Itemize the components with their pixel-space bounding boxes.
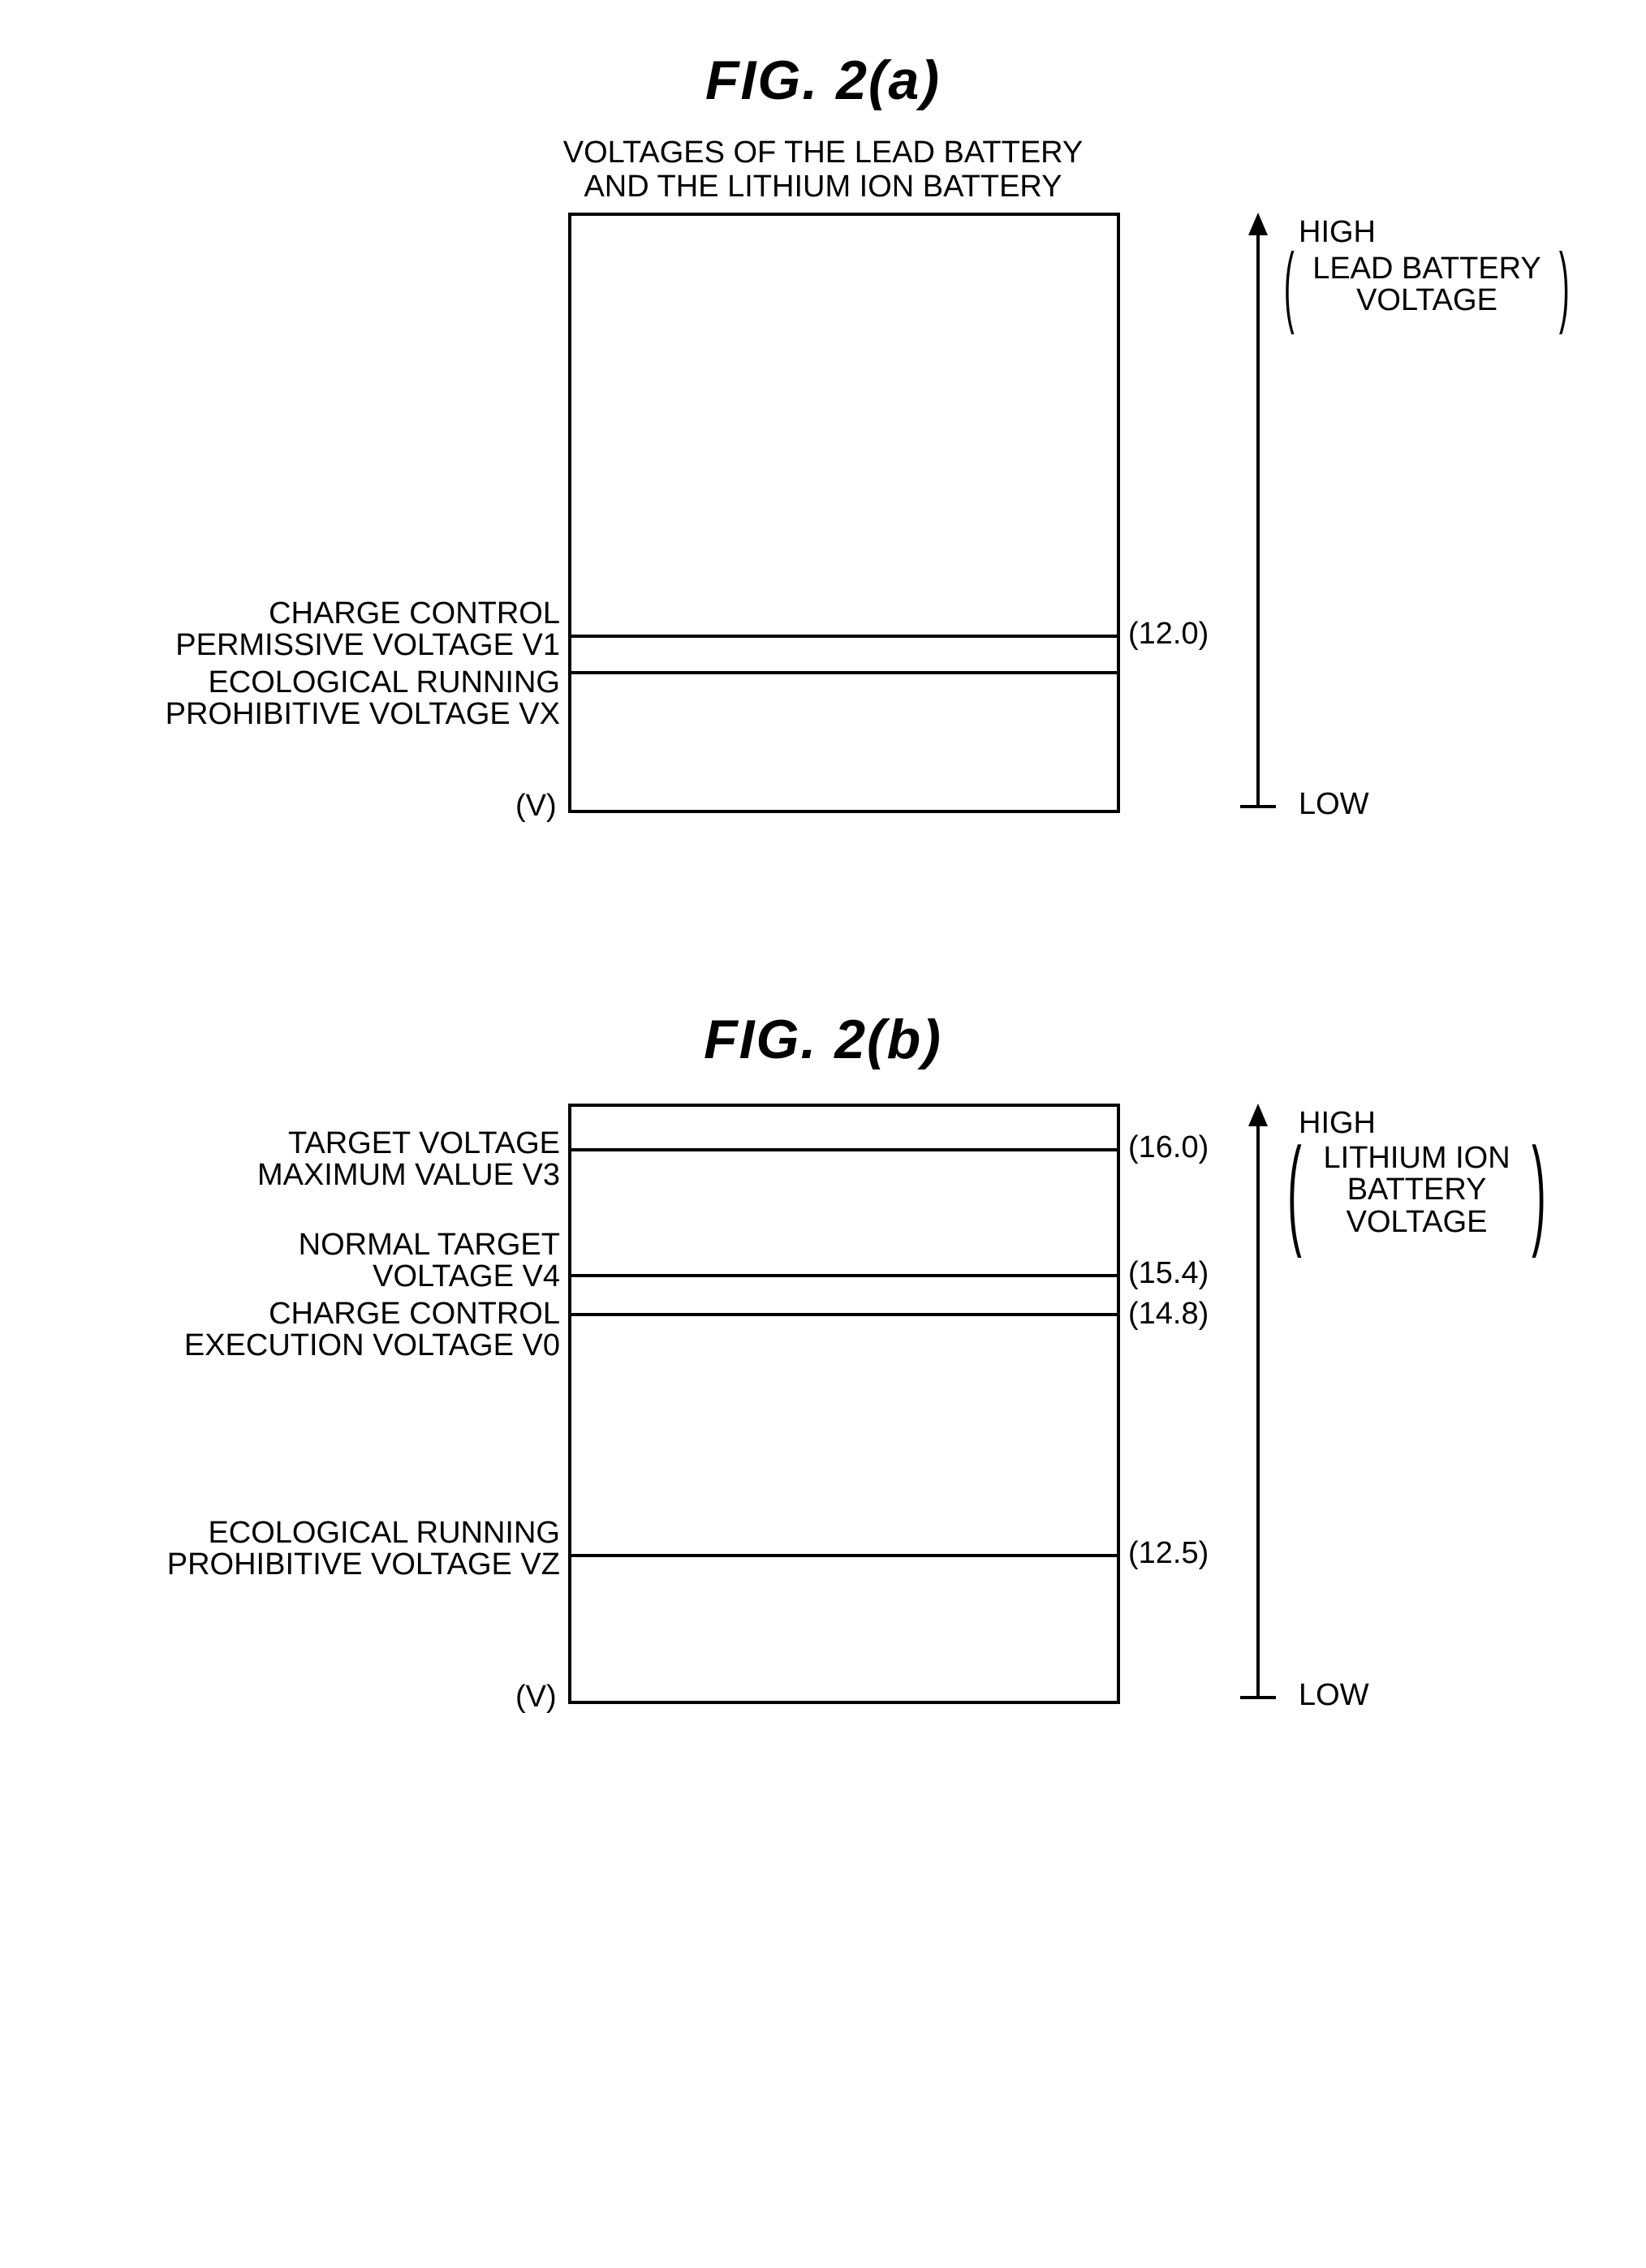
paren-right-icon: ) (1532, 1148, 1545, 1233)
arrow-foot-icon (1240, 1696, 1276, 1699)
threshold-label: ECOLOGICAL RUNNING PROHIBITIVE VOLTAGE V… (167, 1517, 560, 1582)
paren-left-icon: ( (1287, 1148, 1301, 1233)
arrow-foot-icon (1240, 805, 1276, 808)
arrow-low-label: LOW (1299, 1680, 1369, 1711)
arrow-high-label: HIGH (1299, 1108, 1376, 1138)
arrow-paren-label: ( LEAD BATTERY VOLTAGE ) (1274, 253, 1579, 318)
diagram-b: TARGET VOLTAGE MAXIMUM VALUE V3 NORMAL T… (32, 1104, 1614, 1720)
threshold-line-v0 (571, 1313, 1117, 1316)
threshold-label: ECOLOGICAL RUNNING PROHIBITIVE VOLTAGE V… (166, 667, 560, 732)
threshold-label: NORMAL TARGET VOLTAGE V4 (299, 1229, 560, 1294)
figure-title: FIG. 2(a) (32, 49, 1614, 112)
voltage-box (568, 1104, 1120, 1704)
diagram-a: CHARGE CONTROL PERMISSIVE VOLTAGE V1 ECO… (32, 213, 1614, 829)
threshold-label: TARGET VOLTAGE MAXIMUM VALUE V3 (257, 1128, 560, 1193)
arrow-axis (1256, 1110, 1260, 1696)
subtitle-line: AND THE LITHIUM ION BATTERY (584, 170, 1062, 204)
figure-2b: FIG. 2(b) TARGET VOLTAGE MAXIMUM VALUE V… (32, 1008, 1614, 1720)
arrow-low-label: LOW (1299, 789, 1369, 820)
threshold-line-v3 (571, 1148, 1117, 1151)
arrow-paren-label: ( LITHIUM ION BATTERY VOLTAGE ) (1274, 1143, 1559, 1240)
unit-label: (V) (515, 1680, 557, 1715)
unit-label: (V) (515, 789, 557, 824)
figure-title: FIG. 2(b) (32, 1008, 1614, 1071)
threshold-line-vx (571, 671, 1117, 674)
threshold-line-vz (571, 1554, 1117, 1557)
threshold-line-v1 (571, 635, 1117, 638)
arrow-high-label: HIGH (1299, 217, 1376, 247)
threshold-line-v4 (571, 1274, 1117, 1277)
voltage-box (568, 213, 1120, 813)
threshold-label: CHARGE CONTROL PERMISSIVE VOLTAGE V1 (175, 598, 560, 663)
paren-left-icon: ( (1284, 254, 1295, 316)
arrow-axis (1256, 219, 1260, 805)
threshold-value: (12.5) (1128, 1538, 1209, 1569)
threshold-value: (14.8) (1128, 1298, 1209, 1329)
figure-2a: FIG. 2(a) VOLTAGES OF THE LEAD BATTERY A… (32, 49, 1614, 829)
threshold-value: (15.4) (1128, 1258, 1209, 1289)
paren-right-icon: ) (1559, 254, 1570, 316)
threshold-value: (12.0) (1128, 618, 1209, 649)
subtitle-line: VOLTAGES OF THE LEAD BATTERY (563, 136, 1084, 170)
figure-subtitle: VOLTAGES OF THE LEAD BATTERY AND THE LIT… (32, 136, 1614, 204)
threshold-label: CHARGE CONTROL EXECUTION VOLTAGE V0 (184, 1298, 560, 1363)
threshold-value: (16.0) (1128, 1132, 1209, 1163)
